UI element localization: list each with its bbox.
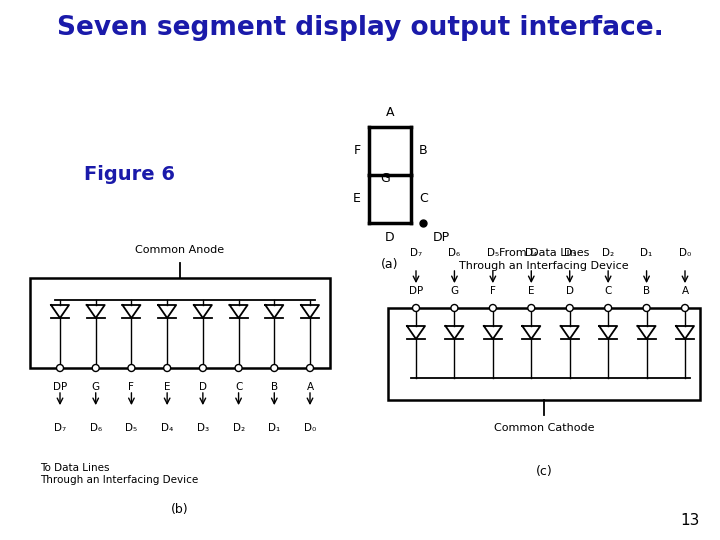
Text: DP: DP bbox=[433, 231, 450, 244]
Text: D₅: D₅ bbox=[487, 248, 499, 258]
Circle shape bbox=[605, 305, 612, 312]
Circle shape bbox=[307, 364, 313, 372]
Text: D₃: D₃ bbox=[197, 423, 209, 433]
Text: D₆: D₆ bbox=[449, 248, 461, 258]
Text: G: G bbox=[451, 286, 459, 296]
Text: Seven segment display output interface.: Seven segment display output interface. bbox=[57, 15, 663, 41]
Text: D₀: D₀ bbox=[304, 423, 316, 433]
Text: D₃: D₃ bbox=[564, 248, 576, 258]
Text: C: C bbox=[605, 286, 612, 296]
Circle shape bbox=[528, 305, 535, 312]
Text: 13: 13 bbox=[680, 513, 700, 528]
Text: F: F bbox=[128, 382, 135, 392]
Text: A: A bbox=[386, 106, 395, 119]
Circle shape bbox=[413, 305, 420, 312]
Text: G: G bbox=[91, 382, 100, 392]
Text: (c): (c) bbox=[536, 465, 552, 478]
Text: D₅: D₅ bbox=[125, 423, 138, 433]
Text: (b): (b) bbox=[171, 503, 189, 516]
Text: D: D bbox=[385, 231, 395, 244]
Text: B: B bbox=[643, 286, 650, 296]
Bar bbox=[30, 278, 330, 368]
Circle shape bbox=[643, 305, 650, 312]
Text: B: B bbox=[271, 382, 278, 392]
Text: B: B bbox=[419, 145, 428, 158]
Text: C: C bbox=[235, 382, 242, 392]
Text: From Data Lines
Through an Interfacing Device: From Data Lines Through an Interfacing D… bbox=[459, 248, 629, 271]
Text: E: E bbox=[353, 192, 361, 206]
Text: D₇: D₇ bbox=[54, 423, 66, 433]
Text: C: C bbox=[419, 192, 428, 206]
Circle shape bbox=[490, 305, 496, 312]
Text: D₂: D₂ bbox=[233, 423, 245, 433]
Circle shape bbox=[199, 364, 207, 372]
Text: D₆: D₆ bbox=[90, 423, 102, 433]
Bar bbox=[388, 308, 700, 400]
Circle shape bbox=[235, 364, 242, 372]
Text: DP: DP bbox=[409, 286, 423, 296]
Circle shape bbox=[566, 305, 573, 312]
Text: DP: DP bbox=[53, 382, 67, 392]
Circle shape bbox=[128, 364, 135, 372]
Text: D: D bbox=[566, 286, 574, 296]
Text: D₄: D₄ bbox=[161, 423, 174, 433]
Text: D₄: D₄ bbox=[525, 248, 537, 258]
Text: (a): (a) bbox=[382, 258, 399, 271]
Text: A: A bbox=[307, 382, 314, 392]
Text: G: G bbox=[380, 172, 390, 186]
Text: D₇: D₇ bbox=[410, 248, 422, 258]
Circle shape bbox=[451, 305, 458, 312]
Text: A: A bbox=[681, 286, 688, 296]
Text: Figure 6: Figure 6 bbox=[84, 165, 176, 185]
Text: D₁: D₁ bbox=[641, 248, 653, 258]
Circle shape bbox=[682, 305, 688, 312]
Text: D: D bbox=[199, 382, 207, 392]
Text: D₁: D₁ bbox=[268, 423, 280, 433]
Text: Common Anode: Common Anode bbox=[135, 245, 225, 255]
Text: D₂: D₂ bbox=[602, 248, 614, 258]
Circle shape bbox=[92, 364, 99, 372]
Text: Common Cathode: Common Cathode bbox=[494, 423, 594, 433]
Text: D₀: D₀ bbox=[679, 248, 691, 258]
Circle shape bbox=[163, 364, 171, 372]
Text: F: F bbox=[490, 286, 496, 296]
Text: E: E bbox=[164, 382, 171, 392]
Text: E: E bbox=[528, 286, 534, 296]
Circle shape bbox=[56, 364, 63, 372]
Circle shape bbox=[271, 364, 278, 372]
Text: To Data Lines
Through an Interfacing Device: To Data Lines Through an Interfacing Dev… bbox=[40, 463, 198, 484]
Text: F: F bbox=[354, 145, 361, 158]
